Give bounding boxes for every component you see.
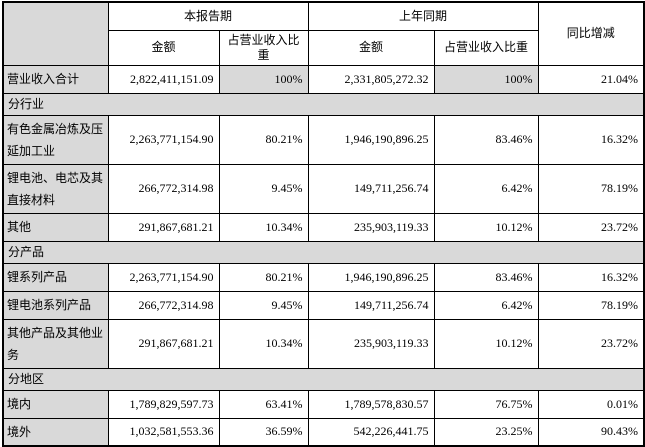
section-row-by-product: 分产品 bbox=[2, 240, 645, 264]
section-row-by-industry: 分行业 bbox=[2, 92, 645, 116]
table-row-overseas: 境外 1,032,581,553.36 36.59% 542,226,441.75 23… bbox=[2, 417, 645, 447]
row-label: 锂电池、电芯及其直接材料 bbox=[2, 163, 109, 214]
header-row-measures: 金额 占营业收入比重 金额 占营业收入比重 bbox=[3, 29, 644, 66]
table-row-lithium-battery-cell-materials: 锂电池、电芯及其直接材料 266,772,314.98 9.45% 149,711,2… bbox=[2, 163, 645, 214]
yoy-cell: 78.19% bbox=[537, 290, 645, 320]
amount-current-cell: 266,772,314.98 bbox=[107, 163, 220, 214]
table-body: 营业收入合计 2,822,411,151.09 100% 2,331,805,272.… bbox=[2, 64, 645, 447]
table-row-domestic: 境内 1,789,829,597.73 63.41% 1,789,578,830.57… bbox=[2, 389, 645, 419]
section-label: 分行业 bbox=[2, 92, 645, 116]
row-label: 有色金属冶炼及压延加工业 bbox=[2, 114, 109, 165]
amount-prior-cell: 1,789,578,830.57 bbox=[307, 389, 435, 419]
share-prior-cell: 83.46% bbox=[433, 114, 539, 165]
share-current-cell: 100% bbox=[218, 64, 309, 94]
amount-prior-cell: 235,903,119.33 bbox=[307, 318, 435, 369]
yoy-cell: 21.04% bbox=[537, 64, 645, 94]
header-amount-current: 金额 bbox=[107, 29, 220, 66]
header-share-current: 占营业收入比重 bbox=[218, 29, 309, 66]
yoy-cell: 16.32% bbox=[537, 114, 645, 165]
table-row-nonferrous-metal-smelting: 有色金属冶炼及压延加工业 2,263,771,154.90 80.21% 1,946,… bbox=[2, 114, 645, 165]
header-row-periods: 本报告期 上年同期 同比增减 bbox=[2, 1, 645, 66]
yoy-cell: 78.19% bbox=[537, 163, 645, 214]
amount-current-cell: 1,789,829,597.73 bbox=[107, 389, 220, 419]
share-prior-cell: 10.12% bbox=[433, 318, 539, 369]
row-label: 锂系列产品 bbox=[2, 262, 109, 292]
header-share-prior: 占营业收入比重 bbox=[433, 29, 539, 66]
table-row-other-industry: 其他 291,867,681.21 10.34% 235,903,119.33 10.1… bbox=[2, 212, 645, 242]
header-prior-period: 上年同期 bbox=[307, 1, 539, 31]
row-label: 其他 bbox=[2, 212, 109, 242]
amount-prior-cell: 149,711,256.74 bbox=[307, 163, 435, 214]
amount-prior-cell: 1,946,190,896.25 bbox=[307, 262, 435, 292]
share-current-cell: 9.45% bbox=[218, 163, 309, 214]
yoy-cell: 16.32% bbox=[537, 262, 645, 292]
amount-prior-cell: 2,331,805,272.32 bbox=[307, 64, 435, 94]
section-row-by-region: 分地区 bbox=[2, 367, 645, 391]
table-row-other-products-and-business: 其他产品及其他业务 291,867,681.21 10.34% 235,903,119… bbox=[2, 318, 645, 369]
share-current-cell: 80.21% bbox=[218, 114, 309, 165]
share-prior-cell: 76.75% bbox=[433, 389, 539, 419]
amount-prior-cell: 542,226,441.75 bbox=[307, 417, 435, 447]
section-label: 分地区 bbox=[2, 367, 645, 391]
amount-current-cell: 2,822,411,151.09 bbox=[107, 64, 220, 94]
section-label: 分产品 bbox=[2, 240, 645, 264]
row-label: 境外 bbox=[2, 417, 109, 447]
share-prior-cell: 10.12% bbox=[433, 212, 539, 242]
share-prior-cell: 23.25% bbox=[433, 417, 539, 447]
share-prior-cell: 100% bbox=[433, 64, 539, 94]
amount-current-cell: 1,032,581,553.36 bbox=[107, 417, 220, 447]
amount-prior-cell: 235,903,119.33 bbox=[307, 212, 435, 242]
yoy-cell: 23.72% bbox=[537, 318, 645, 369]
table-row-lithium-battery-series-products: 锂电池系列产品 266,772,314.98 9.45% 149,711,256.74… bbox=[2, 290, 645, 320]
corner-cell bbox=[2, 1, 109, 66]
share-current-cell: 63.41% bbox=[218, 389, 309, 419]
amount-current-cell: 2,263,771,154.90 bbox=[107, 114, 220, 165]
row-label: 其他产品及其他业务 bbox=[2, 318, 109, 369]
yoy-cell: 23.72% bbox=[537, 212, 645, 242]
share-prior-cell: 6.42% bbox=[433, 163, 539, 214]
header-yoy-change: 同比增减 bbox=[537, 1, 645, 66]
amount-current-cell: 2,263,771,154.90 bbox=[107, 262, 220, 292]
row-label: 营业收入合计 bbox=[2, 64, 109, 94]
amount-prior-cell: 149,711,256.74 bbox=[307, 290, 435, 320]
header-current-period: 本报告期 bbox=[107, 1, 309, 31]
table-row-total-revenue: 营业收入合计 2,822,411,151.09 100% 2,331,805,272.… bbox=[2, 64, 645, 94]
share-current-cell: 10.34% bbox=[218, 318, 309, 369]
amount-current-cell: 291,867,681.21 bbox=[107, 212, 220, 242]
header-amount-prior: 金额 bbox=[307, 29, 435, 66]
share-current-cell: 80.21% bbox=[218, 262, 309, 292]
share-current-cell: 36.59% bbox=[218, 417, 309, 447]
share-current-cell: 9.45% bbox=[218, 290, 309, 320]
amount-current-cell: 291,867,681.21 bbox=[107, 318, 220, 369]
row-label: 境内 bbox=[2, 389, 109, 419]
yoy-cell: 0.01% bbox=[537, 389, 645, 419]
share-prior-cell: 83.46% bbox=[433, 262, 539, 292]
share-current-cell: 10.34% bbox=[218, 212, 309, 242]
share-prior-cell: 6.42% bbox=[433, 290, 539, 320]
amount-prior-cell: 1,946,190,896.25 bbox=[307, 114, 435, 165]
row-label: 锂电池系列产品 bbox=[2, 290, 109, 320]
yoy-cell: 90.43% bbox=[537, 417, 645, 447]
amount-current-cell: 266,772,314.98 bbox=[107, 290, 220, 320]
table-row-lithium-series-products: 锂系列产品 2,263,771,154.90 80.21% 1,946,190,896… bbox=[2, 262, 645, 292]
